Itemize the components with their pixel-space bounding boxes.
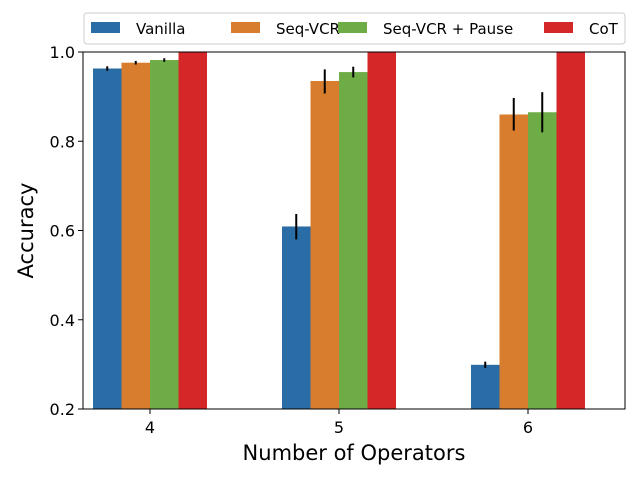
legend-swatch-cot [544,22,573,33]
bar-seq-vcr-4 [121,62,150,410]
bar-cot-4 [178,52,207,409]
x-axis: 4 5 6 [145,409,533,437]
bar-seq-vcr-6 [499,114,528,409]
error-bars-layer [106,58,544,368]
y-tick-label: 0.4 [50,311,75,330]
legend-label-seq-vcr: Seq-VCR [276,20,340,38]
bars-layer [93,52,585,410]
bar-cot-5 [367,52,396,409]
y-tick-label: 1.0 [50,43,75,62]
bar-vanilla-6 [471,364,500,409]
bar-seq-vcr-pause-6 [528,112,557,410]
legend: Vanilla Seq-VCR Seq-VCR + Pause CoT [83,12,626,45]
y-tick-label: 0.8 [50,132,75,151]
legend-label-cot: CoT [589,20,619,38]
legend-swatch-seq-vcr [231,22,260,33]
bar-seq-vcr-pause-5 [339,72,368,409]
plot-area [82,51,626,410]
x-axis-label: Number of Operators [243,441,466,465]
bar-seq-vcr-pause-4 [150,60,179,409]
legend-label-vanilla: Vanilla [136,20,186,38]
legend-label-seq-vcr-pause: Seq-VCR + Pause [383,20,513,38]
bar-cot-6 [556,52,585,409]
y-tick-label: 0.6 [50,222,75,241]
x-tick-label: 6 [523,418,533,437]
bar-vanilla-4 [93,68,122,409]
y-axis-label: Accuracy [14,183,38,279]
y-axis: 0.2 0.4 0.6 0.8 1.0 [50,43,83,419]
legend-swatch-vanilla [91,22,120,33]
legend-swatch-seq-vcr-pause [338,22,367,33]
x-tick-label: 5 [334,418,344,437]
bar-seq-vcr-5 [310,81,339,409]
bar-vanilla-5 [282,226,311,409]
y-tick-label: 0.2 [50,400,75,419]
x-tick-label: 4 [145,418,155,437]
